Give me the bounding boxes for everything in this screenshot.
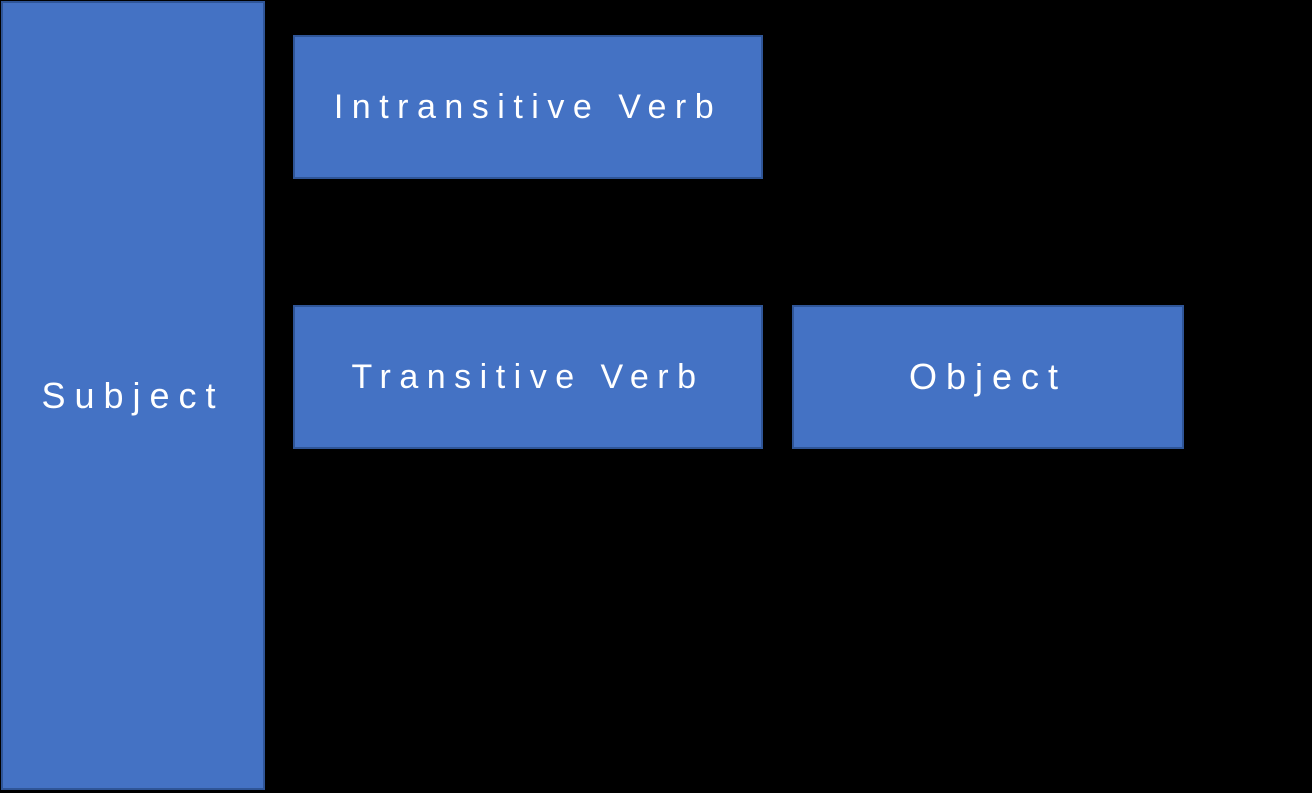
transitive-verb-label: Transitive Verb xyxy=(352,358,705,397)
transitive-verb-box: Transitive Verb xyxy=(293,305,763,449)
subject-box: Subject xyxy=(1,1,265,790)
intransitive-verb-label: Intransitive Verb xyxy=(334,88,722,127)
subject-label: Subject xyxy=(41,375,224,417)
object-label: Object xyxy=(909,356,1067,398)
object-box: Object xyxy=(792,305,1184,449)
intransitive-verb-box: Intransitive Verb xyxy=(293,35,763,179)
